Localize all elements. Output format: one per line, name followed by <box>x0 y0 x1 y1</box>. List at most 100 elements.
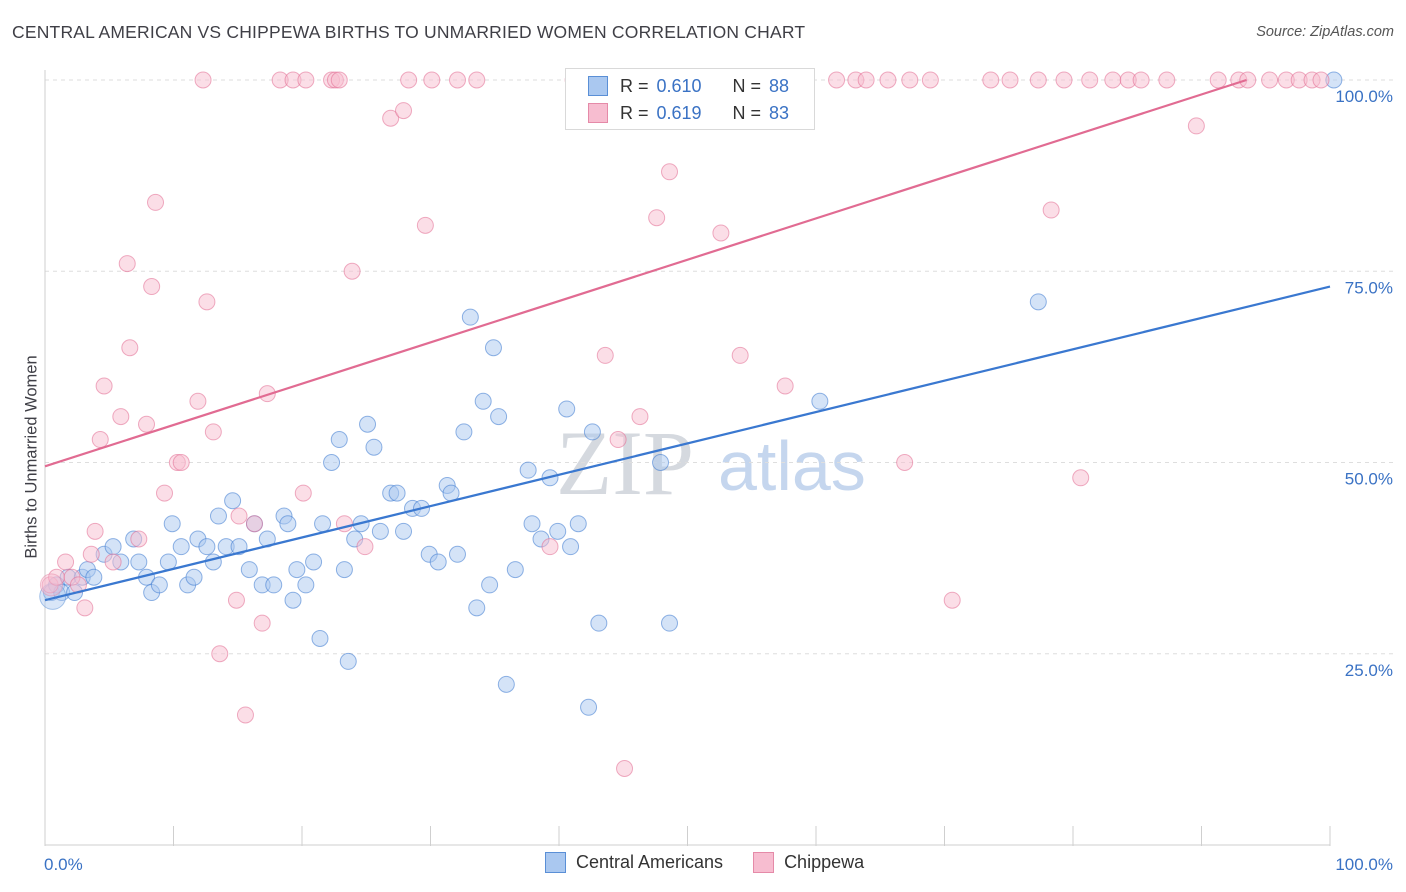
data-point <box>265 576 283 594</box>
trend-line-chippewa <box>44 78 1247 468</box>
data-point <box>982 71 1000 89</box>
data-point <box>661 614 679 632</box>
data-point <box>1072 469 1090 487</box>
legend-row-chippewa: R = 0.619 N = 83 <box>588 100 789 126</box>
data-point <box>172 538 190 556</box>
data-point <box>549 522 567 540</box>
data-point <box>330 71 348 89</box>
data-point <box>481 576 499 594</box>
data-point <box>857 71 875 89</box>
data-point <box>731 346 749 364</box>
x-tick-label: 0.0% <box>44 855 83 874</box>
data-point <box>359 415 377 433</box>
data-point <box>172 454 190 471</box>
data-point <box>1029 71 1047 89</box>
data-point <box>230 507 248 525</box>
data-point <box>147 193 165 211</box>
data-point <box>484 339 502 357</box>
data-point <box>661 163 679 181</box>
data-point <box>448 71 466 89</box>
y-tick-label: 100.0% <box>1335 87 1393 106</box>
legend-r-value: 0.619 <box>656 102 702 123</box>
data-point <box>828 71 846 89</box>
data-point <box>82 545 100 563</box>
data-point <box>1055 71 1073 89</box>
legend-swatch-pink <box>753 852 775 873</box>
data-point <box>901 71 919 89</box>
watermark: ZIP atlas <box>556 412 866 514</box>
data-point <box>118 255 136 273</box>
legend-n-value: 83 <box>769 102 790 123</box>
y-tick-label: 50.0% <box>1345 470 1393 489</box>
axes <box>44 70 1331 846</box>
legend-r-label: R = <box>620 75 649 96</box>
data-point <box>294 484 312 502</box>
data-point <box>474 392 492 410</box>
data-point <box>652 454 670 471</box>
data-point <box>1081 71 1099 89</box>
data-point <box>211 645 229 663</box>
data-point <box>558 400 576 418</box>
data-point <box>85 568 103 586</box>
data-point <box>631 408 649 426</box>
data-point <box>163 515 181 533</box>
x-tick-label: 100.0% <box>1335 855 1393 874</box>
source-credit: Source: ZipAtlas.com <box>1256 24 1394 40</box>
data-point <box>130 553 148 571</box>
data-point <box>227 591 245 609</box>
data-point <box>395 522 413 540</box>
data-point <box>648 209 666 227</box>
data-point <box>1104 71 1122 89</box>
data-point <box>616 760 634 777</box>
data-point <box>468 71 486 89</box>
data-point <box>330 431 348 449</box>
data-point <box>121 339 139 357</box>
data-point <box>776 377 794 395</box>
data-point <box>236 706 254 724</box>
data-point <box>371 522 389 540</box>
data-point <box>811 392 829 410</box>
legend-item-central-americans[interactable]: Central Americans <box>545 852 723 873</box>
y-tick-label: 25.0% <box>1345 661 1393 680</box>
data-point <box>921 71 939 89</box>
data-point <box>204 423 222 441</box>
data-point <box>541 538 559 556</box>
data-point <box>569 515 587 533</box>
data-point <box>400 71 418 89</box>
legend-n-value: 88 <box>769 75 790 96</box>
data-point <box>245 515 263 533</box>
data-point <box>1261 71 1279 89</box>
data-point <box>490 408 508 426</box>
data-point <box>224 492 242 510</box>
data-point <box>365 438 383 456</box>
legend-item-chippewa[interactable]: Chippewa <box>753 852 864 873</box>
legend-r-label: R = <box>620 102 649 123</box>
data-point <box>323 454 341 471</box>
data-point <box>339 652 357 670</box>
data-point <box>1029 293 1047 311</box>
data-point <box>519 461 537 479</box>
data-point <box>1209 71 1227 89</box>
data-point <box>416 216 434 234</box>
series-chippewa <box>39 71 1330 777</box>
data-point <box>279 515 297 533</box>
data-point <box>356 538 374 556</box>
data-point <box>596 346 614 364</box>
legend-r-value: 0.610 <box>656 75 702 96</box>
data-point <box>57 553 75 571</box>
data-point <box>311 629 329 647</box>
data-point <box>130 530 148 548</box>
data-point <box>395 102 413 120</box>
data-point <box>143 278 161 296</box>
data-point <box>284 591 302 609</box>
legend-label: Chippewa <box>784 852 865 872</box>
data-point <box>455 423 473 441</box>
data-point <box>104 553 122 571</box>
data-point <box>230 538 248 556</box>
data-point <box>497 675 515 693</box>
legend-swatch-blue <box>545 852 566 873</box>
data-point <box>609 431 627 449</box>
data-point <box>112 408 130 426</box>
data-point <box>297 71 315 89</box>
